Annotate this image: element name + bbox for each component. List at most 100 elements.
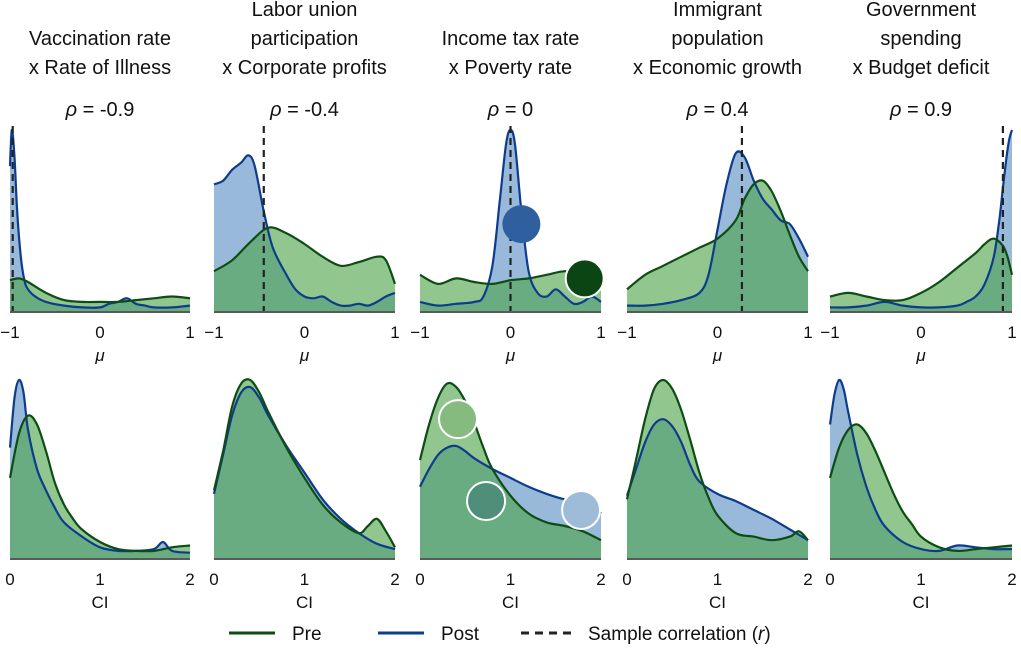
x-tick-label: 0 (916, 323, 925, 342)
area-pre (10, 278, 190, 311)
line-post (213, 154, 396, 308)
rho-label: ρ = 0.4 (685, 99, 748, 121)
x-tick-label: 1 (185, 323, 194, 342)
rho-symbol: ρ (269, 99, 281, 121)
rho-symbol: ρ (65, 99, 77, 121)
panel-title-line: x Poverty rate (449, 57, 572, 79)
x-tick-label: 2 (1007, 570, 1016, 589)
panel-bottom-1: 0 1 2 CI (5, 378, 195, 612)
panel-top-3: Income tax rate x Poverty rate ρ = 0 −1 0 1 μ (410, 28, 605, 365)
line-pre (213, 226, 397, 285)
panel-bottom-3: 0 1 2 CI (415, 381, 606, 612)
legend-sample-label: Sample correlation (r) (588, 624, 771, 645)
x-tick-label: 2 (390, 570, 399, 589)
legend-pre-label: Pre (292, 624, 322, 645)
panel-title-line: spending (880, 28, 961, 50)
x-tick-label: 0 (825, 570, 834, 589)
panel-title-line: participation (251, 28, 359, 50)
x-tick-label: 1 (1007, 323, 1016, 342)
line-post (828, 378, 1013, 553)
rho-label: ρ = -0.9 (65, 99, 135, 121)
panel-top-5: Government spending x Budget deficit ρ = 0.… (820, 0, 1016, 365)
area-pre (627, 180, 808, 311)
line-pre (626, 179, 809, 291)
panel-title-line: Government (866, 0, 976, 21)
line-pre (625, 378, 809, 542)
legend-post-label: Post (441, 624, 480, 645)
x-axis-label: μ (299, 346, 310, 365)
area-pre (214, 227, 395, 311)
rho-value: = 0.4 (698, 99, 749, 121)
line-pre (8, 414, 191, 553)
area-pre (830, 238, 1012, 311)
x-axis-label: CI (709, 593, 726, 612)
x-axis-label: μ (915, 346, 926, 365)
x-tick-label: 1 (390, 323, 399, 342)
highlight-marker (502, 205, 541, 244)
x-tick-label: 1 (506, 570, 515, 589)
line-post (8, 378, 191, 554)
x-tick-label: 2 (185, 570, 194, 589)
panel-bottom-5: 0 1 2 CI (825, 378, 1017, 612)
area-pre (10, 415, 190, 558)
panel-title-line: Vaccination rate (29, 28, 171, 50)
x-tick-label: 1 (596, 323, 605, 342)
rho-value: = -0.9 (77, 99, 134, 121)
rho-symbol: ρ (487, 99, 499, 121)
x-tick-label: 1 (300, 570, 309, 589)
rho-label: ρ = 0.9 (889, 99, 952, 121)
line-pre (212, 378, 396, 548)
line-pre (418, 381, 602, 542)
x-tick-label: 0 (5, 570, 14, 589)
line-post (419, 128, 602, 307)
x-tick-label: 0 (209, 570, 218, 589)
rho-value: = 0.9 (901, 99, 952, 121)
panel-title-line: x Corporate profits (222, 57, 387, 79)
panel-title-line: Labor union (252, 0, 358, 21)
panel-bottom-4: 0 1 2 CI (622, 378, 813, 612)
panel-top-4: Immigrant population x Economic growth ρ = … (617, 0, 812, 365)
area-pre (830, 424, 1012, 558)
x-tick-label: 0 (713, 323, 722, 342)
x-tick-label: 0 (506, 323, 515, 342)
x-tick-label: 1 (916, 570, 925, 589)
x-axis-label: CI (502, 593, 519, 612)
legend: Pre Post Sample correlation (r) (229, 624, 771, 645)
line-post (625, 418, 809, 542)
x-tick-label: −1 (410, 323, 429, 342)
panel-title-line: x Budget deficit (853, 57, 990, 79)
panel-title-line: x Economic growth (633, 57, 802, 79)
highlight-marker (438, 399, 479, 440)
highlight-marker (564, 258, 605, 299)
highlight-marker (561, 489, 602, 530)
area-post (10, 129, 190, 311)
rho-symbol: ρ (685, 99, 697, 121)
x-axis-label: CI (92, 593, 109, 612)
panel-bottom-2: 0 1 2 CI (209, 378, 400, 612)
x-tick-label: −1 (617, 323, 636, 342)
panel-title-line: x Rate of Illness (29, 57, 171, 79)
line-post (626, 150, 809, 307)
x-tick-label: 0 (95, 323, 104, 342)
x-axis-label: μ (712, 346, 723, 365)
rho-label: ρ = 0 (487, 99, 533, 121)
panel-title-line: Income tax rate (442, 28, 580, 50)
panel-top-1: Vaccination rate x Rate of Illness ρ = -0.… (0, 28, 194, 365)
line-pre (828, 423, 1013, 553)
x-axis-label: CI (913, 593, 930, 612)
line-pre (9, 277, 191, 304)
panel-top-2: Labor union participation x Corporate prof… (204, 0, 399, 365)
rho-value: = -0.4 (282, 99, 339, 121)
x-tick-label: 0 (300, 323, 309, 342)
panel-title-line: population (671, 28, 763, 50)
x-tick-label: 2 (596, 570, 605, 589)
area-pre (420, 271, 601, 311)
x-tick-label: −1 (0, 323, 19, 342)
x-tick-label: −1 (204, 323, 223, 342)
x-axis-label: μ (505, 346, 516, 365)
rho-label: ρ = -0.4 (269, 99, 339, 121)
panel-title-line: Immigrant (673, 0, 762, 21)
rho-value: = 0 (499, 99, 533, 121)
x-tick-label: 1 (95, 570, 104, 589)
